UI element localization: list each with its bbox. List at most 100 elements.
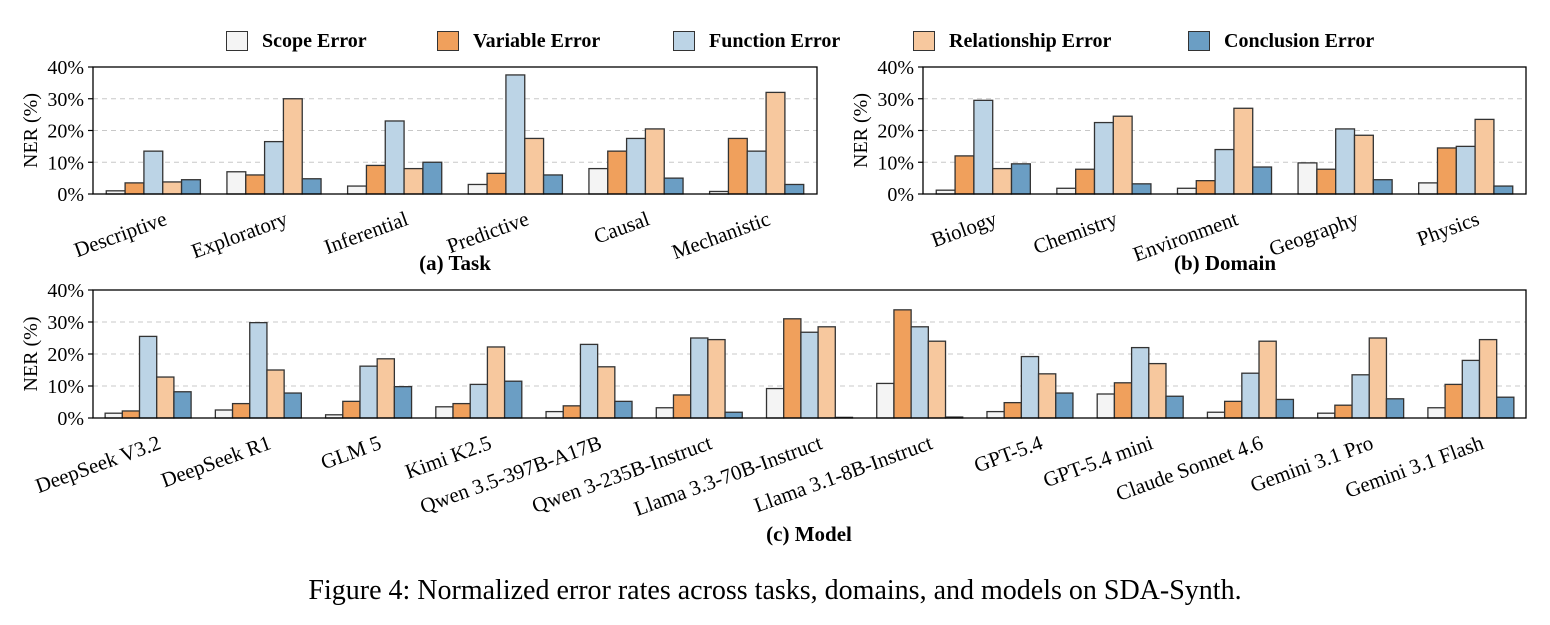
bar-variable-error-inferential: [365, 164, 386, 195]
y-tick-label: 30%: [47, 89, 84, 111]
bar-function-error-chemistry: [1093, 121, 1114, 195]
plot-frame: [92, 66, 818, 195]
y-tick-label: 0%: [887, 184, 914, 206]
bar-variable-error-deepseek-r1: [231, 402, 251, 419]
bar-function-error-inferential: [384, 120, 405, 195]
bar-relationship-error-kimi-k2-5: [486, 346, 506, 419]
bar-function-error-gpt-5-4: [1020, 355, 1040, 419]
bar-relationship-error-gemini-3-1-flash: [1478, 338, 1498, 419]
legend: Scope Error Variable Error Function Erro…: [0, 26, 1550, 56]
bar-conclusion-error-environment: [1252, 166, 1273, 195]
legend-swatch-function-error: [673, 31, 695, 51]
x-tick-label: Llama 3.3-70B-Instruct: [631, 430, 826, 520]
plot-frame: [92, 289, 1527, 419]
x-tick-label: Biology: [928, 206, 1000, 252]
bar-variable-error-environment: [1195, 180, 1216, 195]
chart-a-task: 0% 10% 20% 30% 40%NER (%) Descriptive Explorat…: [20, 57, 818, 275]
bar-function-error-deepseek-r1: [249, 321, 268, 419]
y-tick-label: 0%: [57, 408, 84, 430]
bar-scope-error-physics: [1418, 182, 1439, 195]
bar-variable-error-mechanistic: [727, 137, 748, 195]
bar-scope-error-causal: [588, 167, 609, 195]
bar-conclusion-error-exploratory: [301, 178, 322, 195]
bar-scope-error-gpt-5-4: [986, 410, 1005, 419]
bar-variable-error-gemini-3-1-flash: [1444, 383, 1463, 419]
bar-conclusion-error-causal: [663, 177, 684, 195]
bar-relationship-error-inferential: [403, 167, 424, 195]
bar-scope-error-exploratory: [226, 171, 247, 195]
bar-function-error-environment: [1214, 148, 1235, 195]
bar-function-error-gpt-5-4-mini: [1130, 346, 1150, 419]
plot-frame: [922, 66, 1527, 195]
bar-relationship-error-qwen-3-5-397b-a17b: [596, 366, 616, 419]
bar-variable-error-qwen-3-5-397b-a17b: [562, 405, 582, 419]
y-tick-label: 40%: [47, 280, 84, 302]
bar-function-error-gemini-3-1-pro: [1351, 374, 1370, 419]
chart-b-domain: 0%10%20%30%40%NER (%)Biology Chemistry Env…: [850, 57, 1527, 275]
bar-conclusion-error-qwen-3-235b-instruct: [724, 411, 743, 419]
chart-title: (c) Model: [766, 522, 852, 546]
legend-item-variable-error: Variable Error: [437, 28, 600, 54]
bar-variable-error-causal: [607, 150, 628, 195]
y-tick-label: 20%: [877, 121, 914, 143]
legend-swatch-relationship-error: [913, 31, 935, 51]
y-tick-label: 10%: [47, 152, 84, 174]
bar-function-error-predictive: [505, 74, 526, 195]
bar-function-error-geography: [1335, 128, 1356, 195]
legend-item-function-error: Function Error: [673, 28, 840, 54]
bar-relationship-error-llama-3-3-70b-instruct: [817, 326, 836, 419]
x-tick-label: Physics: [1414, 206, 1483, 251]
bar-conclusion-error-gemini-3-1-flash: [1496, 396, 1515, 419]
bar-scope-error-environment: [1176, 187, 1197, 195]
bar-function-error-deepseek-v3-2: [138, 335, 158, 419]
x-tick-label: Causal: [591, 206, 653, 248]
bar-variable-error-physics: [1436, 147, 1457, 195]
bar-variable-error-llama-3-3-70b-instruct: [783, 318, 802, 419]
bar-scope-error-predictive: [467, 183, 488, 195]
bar-variable-error-kimi-k2-5: [452, 402, 471, 419]
bar-relationship-error-gemini-3-1-pro: [1368, 337, 1388, 419]
charts-canvas: 0% 10% 20% 30% 40%NER (%) Descriptive Explorat…: [20, 57, 1527, 546]
bar-function-error-qwen-3-5-397b-a17b: [579, 343, 599, 419]
bar-function-error-physics: [1455, 145, 1476, 195]
x-tick-label: GLM 5: [317, 430, 384, 474]
y-axis-label: NER (%): [20, 317, 42, 392]
bar-variable-error-descriptive: [124, 182, 145, 195]
bar-conclusion-error-gpt-5-4-mini: [1165, 395, 1184, 419]
bar-variable-error-gpt-5-4: [1003, 401, 1023, 419]
x-tick-label: Qwen 3.5-397B-A17B: [417, 430, 605, 518]
bar-variable-error-gpt-5-4-mini: [1113, 382, 1133, 419]
bar-relationship-error-environment: [1233, 107, 1254, 195]
bar-conclusion-error-kimi-k2-5: [503, 380, 523, 419]
chart-title: (a) Task: [419, 251, 491, 275]
x-tick-label: Exploratory: [188, 206, 291, 263]
bar-variable-error-exploratory: [245, 174, 266, 195]
bar-relationship-error-predictive: [524, 137, 545, 195]
y-tick-label: 20%: [47, 344, 84, 366]
legend-label-relationship-error: Relationship Error: [949, 29, 1112, 52]
x-tick-label: GPT-5.4: [971, 430, 1046, 477]
chart-title: (b) Domain: [1174, 251, 1276, 275]
bar-relationship-error-gpt-5-4: [1037, 373, 1057, 419]
bar-conclusion-error-gpt-5-4: [1055, 392, 1074, 419]
y-tick-label: 30%: [47, 312, 84, 334]
bar-relationship-error-deepseek-r1: [266, 369, 285, 419]
x-tick-label: DeepSeek V3.2: [32, 430, 164, 498]
bar-conclusion-error-glm-5: [393, 385, 413, 419]
legend-swatch-scope-error: [226, 31, 248, 51]
x-tick-label: Chemistry: [1030, 206, 1121, 259]
bar-relationship-error-physics: [1474, 118, 1495, 195]
legend-label-conclusion-error: Conclusion Error: [1224, 29, 1375, 52]
y-tick-label: 30%: [877, 89, 914, 111]
bar-scope-error-gemini-3-1-pro: [1317, 412, 1336, 419]
bar-relationship-error-gpt-5-4-mini: [1148, 362, 1167, 419]
legend-label-function-error: Function Error: [709, 29, 841, 52]
bar-relationship-error-exploratory: [282, 98, 303, 195]
x-tick-label: Geography: [1266, 206, 1362, 261]
figure-caption: Figure 4: Normalized error rates across …: [308, 575, 1242, 606]
bar-function-error-mechanistic: [746, 150, 767, 195]
bar-relationship-error-descriptive: [162, 181, 183, 195]
legend-swatch-variable-error: [437, 31, 459, 51]
bar-scope-error-qwen-3-235b-instruct: [655, 407, 675, 419]
x-tick-label: Descriptive: [71, 206, 170, 262]
